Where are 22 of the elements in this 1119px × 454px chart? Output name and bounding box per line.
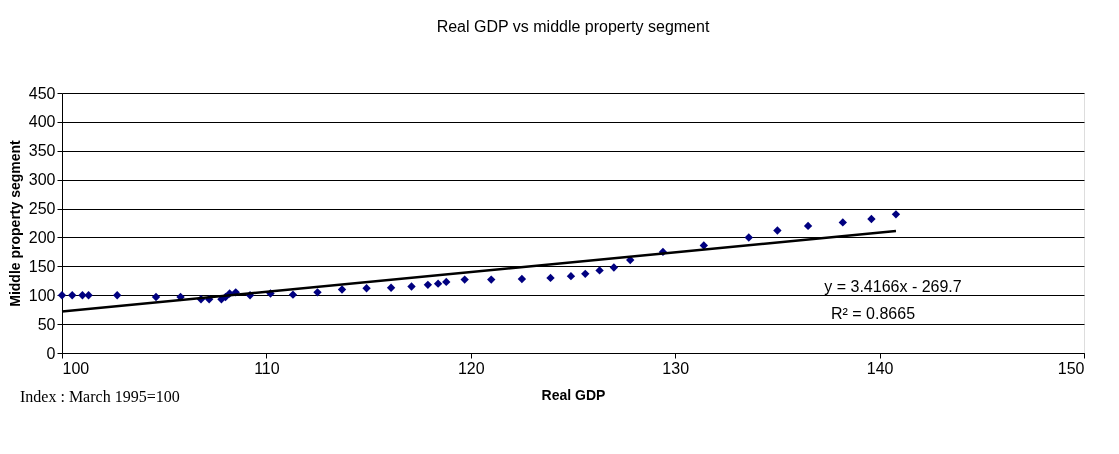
x-axis-title: Real GDP [541, 386, 606, 403]
annotation: y = 3.4166x - 269.7 [824, 278, 962, 295]
chart-title: Real GDP vs middle property segment [436, 18, 710, 35]
y-axis-title: Middle property segment [6, 139, 23, 307]
y-tick-label: 50 [37, 315, 56, 333]
x-tick-label: 150 [1057, 359, 1085, 377]
y-tick-label: 400 [28, 113, 56, 131]
x-tick-label: 120 [457, 359, 485, 377]
x-tick-label: 100 [62, 359, 90, 377]
y-tick-label: 150 [28, 257, 56, 275]
x-tick-label: 110 [254, 359, 280, 377]
y-tick-label: 100 [28, 286, 56, 304]
y-tick-label: 250 [28, 200, 56, 218]
x-tick-label: 130 [662, 359, 690, 377]
x-tick-label: 140 [866, 359, 894, 377]
y-tick-label: 300 [28, 171, 56, 189]
y-tick-label: 350 [28, 142, 56, 160]
y-tick-label: 450 [28, 84, 56, 102]
text: Index : March 1995=100 [20, 388, 180, 405]
y-tick-label: 200 [28, 228, 56, 246]
y-tick-label: 0 [46, 344, 56, 362]
annotation: R² = 0.8665 [830, 305, 916, 322]
